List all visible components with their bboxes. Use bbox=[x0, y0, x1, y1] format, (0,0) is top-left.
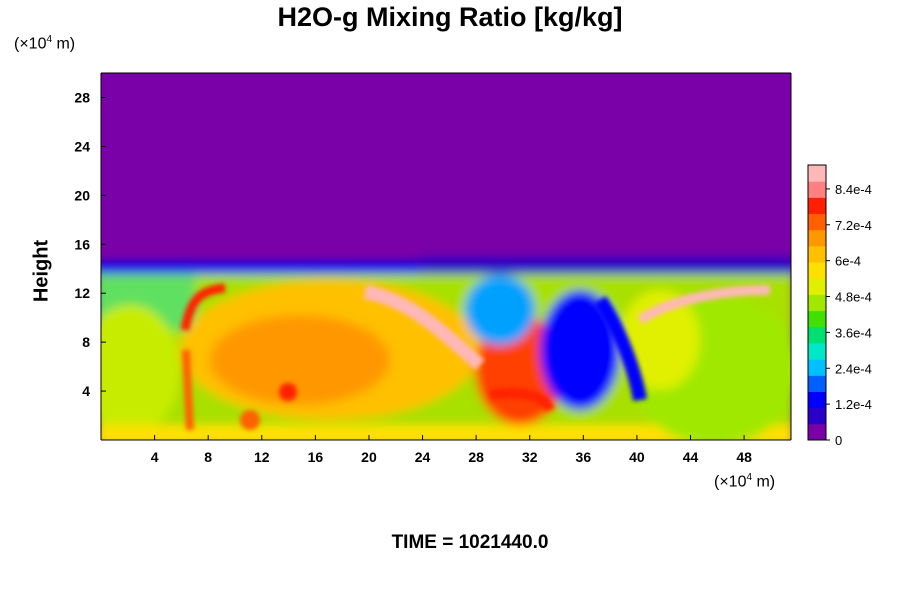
y-tick-label: 4 bbox=[82, 383, 90, 399]
x-tick-label: 12 bbox=[254, 449, 270, 465]
colorbar-tick-label: 6e-4 bbox=[835, 254, 861, 269]
x-tick-label: 16 bbox=[308, 449, 324, 465]
dry-intrusion-center bbox=[540, 290, 620, 410]
y-tick-label: 8 bbox=[82, 334, 90, 350]
moist-front-left bbox=[180, 283, 226, 331]
x-tick-label: 28 bbox=[468, 449, 484, 465]
colorbar-frame bbox=[807, 164, 827, 441]
x-tick-label: 8 bbox=[204, 449, 212, 465]
y-axis-ticks: 4 8 12 16 20 24 28 bbox=[74, 89, 106, 399]
colorbar-segment bbox=[808, 278, 826, 295]
colorbar-segment bbox=[808, 197, 826, 215]
colorbar-segment bbox=[808, 165, 826, 182]
colorbar-segment bbox=[808, 375, 826, 392]
colorbar-segment bbox=[808, 181, 826, 198]
colorbar-segment bbox=[808, 359, 826, 376]
x-tick-label: 24 bbox=[415, 449, 431, 465]
x-tick-label: 36 bbox=[576, 449, 592, 465]
colorbar-segment bbox=[808, 326, 826, 344]
colorbar: 0 1.2e-4 2.4e-4 3.6e-4 4.8e-4 6e-4 7.2e-4 8.4e-… bbox=[807, 164, 872, 448]
moist-front-right bbox=[637, 285, 771, 325]
y-tick-label: 20 bbox=[74, 187, 90, 203]
heatmap-field bbox=[101, 73, 791, 440]
inversion-band-right bbox=[420, 258, 791, 274]
colorbar-tick-label: 1.2e-4 bbox=[835, 397, 872, 412]
plot-frame bbox=[100, 72, 792, 441]
x-tick-label: 20 bbox=[361, 449, 377, 465]
y-tick-label: 28 bbox=[74, 89, 90, 105]
moist-front-crest bbox=[363, 285, 485, 371]
time-label: TIME = 1021440.0 bbox=[391, 532, 549, 553]
colorbar-segment bbox=[808, 423, 826, 441]
colorbar-segment bbox=[808, 213, 826, 231]
y-tick-label: 16 bbox=[74, 236, 90, 252]
x-tick-label: 40 bbox=[629, 449, 645, 465]
colorbar-tick-label: 3.6e-4 bbox=[835, 325, 872, 340]
colorbar-tick-label: 7.2e-4 bbox=[835, 218, 872, 233]
surface-layer bbox=[101, 425, 791, 440]
chart-title: H2O-g Mixing Ratio [kg/kg] bbox=[277, 2, 623, 32]
colorbar-tick-label: 4.8e-4 bbox=[835, 290, 872, 305]
x-tick-label: 44 bbox=[683, 449, 699, 465]
x-tick-label: 4 bbox=[151, 449, 159, 465]
colorbar-segment bbox=[808, 262, 826, 279]
colorbar-segment bbox=[808, 245, 826, 263]
x-tick-label: 32 bbox=[522, 449, 538, 465]
x-axis-unit: (×104 m) bbox=[714, 472, 776, 491]
x-tick-label: 48 bbox=[736, 449, 752, 465]
colorbar-segment bbox=[808, 407, 826, 425]
y-tick-label: 12 bbox=[74, 285, 90, 301]
dry-intrusion-upper bbox=[465, 275, 535, 345]
colorbar-segment bbox=[808, 310, 826, 328]
x-axis-ticks: 4 8 12 16 20 24 28 32 36 40 44 48 bbox=[151, 435, 752, 465]
colorbar-segment bbox=[808, 342, 826, 360]
colorbar-segment bbox=[808, 229, 826, 247]
moist-plume-inner bbox=[210, 315, 390, 405]
inversion-band-left bbox=[101, 262, 475, 274]
colorbar-segment bbox=[808, 294, 826, 312]
y-tick-label: 24 bbox=[74, 138, 90, 154]
colorbar-segment bbox=[808, 391, 826, 409]
colorbar-tick-label: 8.4e-4 bbox=[835, 182, 872, 197]
colorbar-tick-label: 2.4e-4 bbox=[835, 361, 872, 376]
y-axis-unit: (×104 m) bbox=[14, 34, 76, 53]
moist-cell-left bbox=[101, 305, 180, 435]
colorbar-tick-label: 0 bbox=[835, 433, 842, 448]
